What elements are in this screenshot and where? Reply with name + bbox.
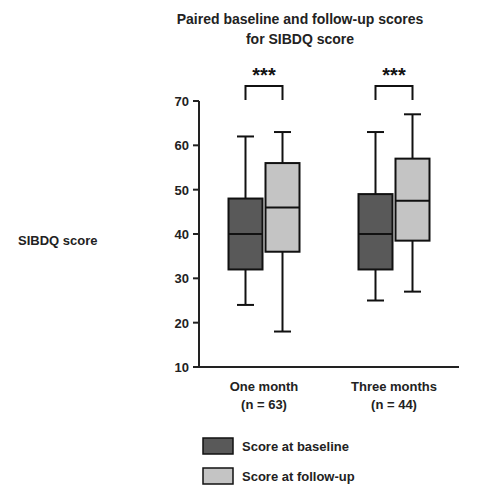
x-tick-label: Three months (n = 44) xyxy=(351,379,437,412)
y-tick xyxy=(193,233,199,235)
legend-swatch xyxy=(203,438,233,454)
significance-label: *** xyxy=(382,64,406,86)
y-tick-label: 30 xyxy=(175,271,189,286)
lower-cap xyxy=(274,331,291,333)
upper-cap xyxy=(404,113,421,115)
median xyxy=(229,233,263,235)
box xyxy=(229,199,263,270)
subtitle: for SIBDQ score xyxy=(246,31,354,47)
legend-label: Score at baseline xyxy=(242,439,349,454)
upper-whisker xyxy=(245,136,247,198)
x-tick-label-line: (n = 63) xyxy=(241,397,287,412)
y-tick-label: 70 xyxy=(175,94,189,109)
legend-swatch xyxy=(203,468,233,484)
significance-bracket xyxy=(376,86,413,100)
box xyxy=(359,194,393,269)
legend-label: Score at follow-up xyxy=(242,469,355,484)
y-tick xyxy=(193,277,199,279)
significance-label: *** xyxy=(252,64,276,86)
title: Paired baseline and follow-up scores xyxy=(177,11,424,27)
lower-whisker xyxy=(375,269,377,300)
y-tick-label: 40 xyxy=(175,227,189,242)
x-tick-label-line: One month xyxy=(230,379,299,394)
x-tick-label: One month (n = 63) xyxy=(230,379,299,412)
y-tick xyxy=(193,144,199,146)
box xyxy=(266,163,300,252)
median xyxy=(359,233,393,235)
lower-cap xyxy=(367,300,384,302)
lower-cap xyxy=(237,304,254,306)
box xyxy=(396,159,430,241)
x-axis xyxy=(199,366,459,368)
y-tick xyxy=(193,366,199,368)
x-tick-label-line: (n = 44) xyxy=(371,397,417,412)
y-tick-label: 50 xyxy=(175,183,189,198)
upper-whisker xyxy=(282,132,284,163)
lower-cap xyxy=(404,291,421,293)
upper-cap xyxy=(367,131,384,133)
y-tick-label: 10 xyxy=(175,360,189,375)
x-tick-label-line: Three months xyxy=(351,379,437,394)
y-tick xyxy=(193,189,199,191)
y-tick-label: 20 xyxy=(175,316,189,331)
upper-whisker xyxy=(412,114,414,158)
upper-cap xyxy=(237,135,254,137)
y-axis-label: SIBDQ score xyxy=(18,233,97,248)
significance-bracket xyxy=(246,86,283,100)
upper-whisker xyxy=(375,132,377,194)
lower-whisker xyxy=(282,252,284,332)
median xyxy=(266,206,300,208)
upper-cap xyxy=(274,131,291,133)
lower-whisker xyxy=(245,269,247,304)
plot-area xyxy=(229,114,430,331)
y-tick xyxy=(193,100,199,102)
chart: Paired baseline and follow-up scores for … xyxy=(0,0,485,500)
median xyxy=(396,200,430,202)
lower-whisker xyxy=(412,241,414,292)
y-tick xyxy=(193,322,199,324)
y-tick-label: 60 xyxy=(175,138,189,153)
